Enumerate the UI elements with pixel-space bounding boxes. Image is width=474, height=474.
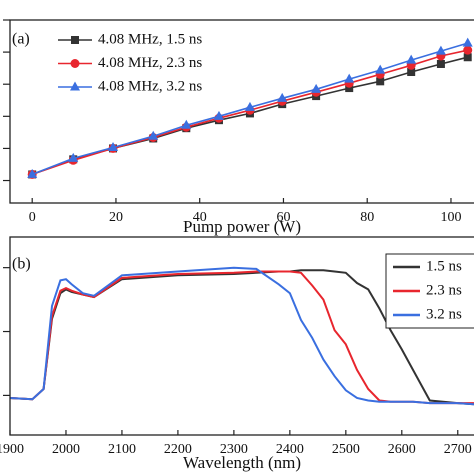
marker bbox=[463, 53, 472, 62]
frame bbox=[9, 19, 474, 204]
marker bbox=[70, 81, 80, 91]
x-tick-label: 100 bbox=[440, 210, 461, 225]
x-tick-label: 2600 bbox=[388, 442, 416, 457]
series-line bbox=[31, 49, 468, 176]
marker bbox=[27, 168, 38, 178]
marker bbox=[344, 73, 355, 83]
marker bbox=[181, 119, 192, 129]
marker bbox=[213, 110, 224, 120]
x-axis-label: Wavelength (nm) bbox=[183, 453, 301, 472]
x-tick-label: 1900 bbox=[0, 442, 24, 457]
legend: 1.5 ns 2.3 ns 3.2 ns bbox=[385, 253, 474, 329]
marker bbox=[71, 36, 79, 44]
marker bbox=[148, 130, 159, 140]
legend-label: 4.08 MHz, 3.2 ns bbox=[98, 78, 202, 94]
panel-label: (b) bbox=[12, 256, 31, 273]
legend-label: 1.5 ns bbox=[426, 258, 462, 274]
marker bbox=[406, 54, 417, 64]
marker bbox=[435, 45, 446, 55]
frame bbox=[9, 236, 474, 436]
x-tick-label: 2700 bbox=[444, 442, 472, 457]
series-line bbox=[31, 42, 468, 176]
marker bbox=[376, 77, 385, 86]
marker bbox=[463, 45, 473, 55]
x-tick-label: 2100 bbox=[108, 442, 136, 457]
marker bbox=[375, 64, 386, 74]
x-tick-label: 60 bbox=[276, 210, 290, 225]
legend-label: 4.08 MHz, 2.3 ns bbox=[98, 55, 202, 71]
x-tick-label: 2400 bbox=[276, 442, 304, 457]
marker bbox=[436, 59, 445, 68]
marker bbox=[345, 84, 354, 93]
x-tick-label: 20 bbox=[109, 210, 123, 225]
x-tick-label: 2300 bbox=[220, 442, 248, 457]
x-axis-label: Pump power (W) bbox=[183, 217, 301, 236]
x-tick-label: 2500 bbox=[332, 442, 360, 457]
x-tick-label: 2000 bbox=[52, 442, 80, 457]
marker bbox=[462, 37, 473, 47]
marker bbox=[244, 101, 255, 111]
legend-label: 4.08 MHz, 1.5 ns bbox=[98, 31, 202, 47]
x-tick-label: 40 bbox=[193, 210, 207, 225]
panel-label: (a) bbox=[12, 31, 30, 48]
marker bbox=[311, 83, 322, 93]
x-tick-label: 2200 bbox=[164, 442, 192, 457]
series-line bbox=[9, 266, 474, 406]
plot: 0 20 40 60 80 100 (a) Pump power (W) 4.08 MHz, 1… bbox=[3, 19, 474, 236]
legend-label: 2.3 ns bbox=[426, 282, 462, 298]
marker bbox=[407, 68, 416, 77]
marker bbox=[70, 59, 80, 68]
x-tick-label: 0 bbox=[29, 210, 36, 225]
x-tick-label: 80 bbox=[360, 210, 374, 225]
marker bbox=[108, 141, 119, 151]
legend-label: 3.2 ns bbox=[426, 306, 462, 322]
marker bbox=[277, 92, 288, 102]
marker bbox=[68, 152, 79, 162]
legend: 4.08 MHz, 1.5 ns 4.08 MHz, 2.3 ns 4.08 MHz… bbox=[58, 31, 202, 94]
plot: 1900 2000 2100 2200 2300 2400 2500 2600 2700 (b) W… bbox=[0, 236, 474, 472]
